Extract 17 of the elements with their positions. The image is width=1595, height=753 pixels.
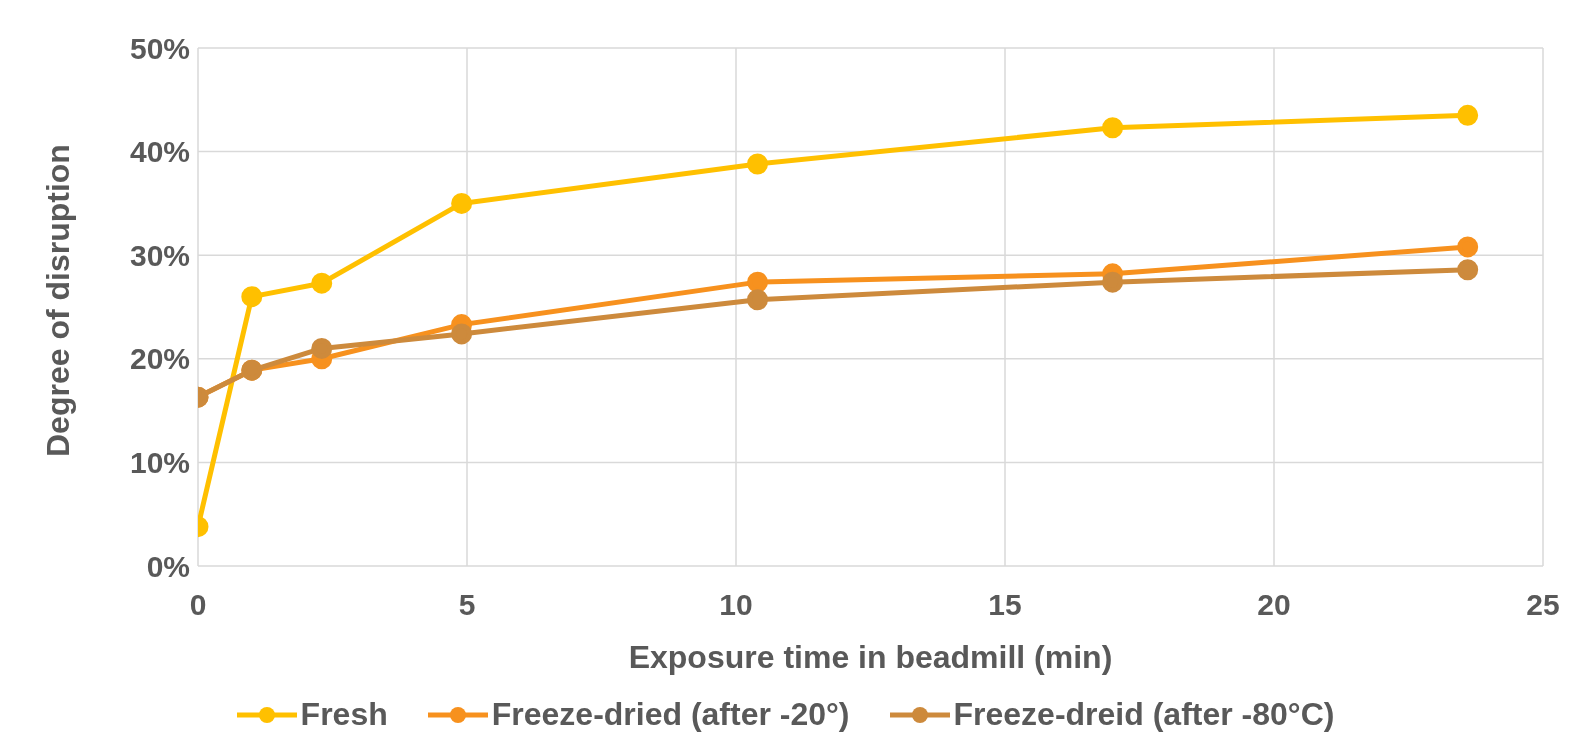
x-tick-label: 25 [1526, 588, 1560, 622]
x-tick-label: 5 [458, 588, 476, 622]
x-axis-title: Exposure time in beadmill (min) [628, 639, 1113, 675]
x-tick-label: 20 [1257, 588, 1291, 622]
y-tick-label: 30% [129, 238, 190, 272]
x-tick-label: 15 [988, 588, 1022, 622]
legend-label: Freeze-dreid (after -80°C) [953, 696, 1335, 733]
y-tick-label: 50% [129, 31, 190, 65]
x-tick-label: 10 [719, 588, 753, 622]
y-tick-label: 20% [129, 342, 190, 376]
y-tick-label: 10% [129, 446, 190, 480]
legend-label: Fresh [300, 696, 388, 733]
y-axis-title: Degree of disruption [40, 144, 77, 457]
x-tick-label: 0 [189, 588, 207, 622]
legend-label: Freeze-dried (after -20°) [491, 696, 850, 733]
y-tick-label: 0% [146, 549, 190, 583]
y-tick-label: 40% [129, 135, 190, 169]
